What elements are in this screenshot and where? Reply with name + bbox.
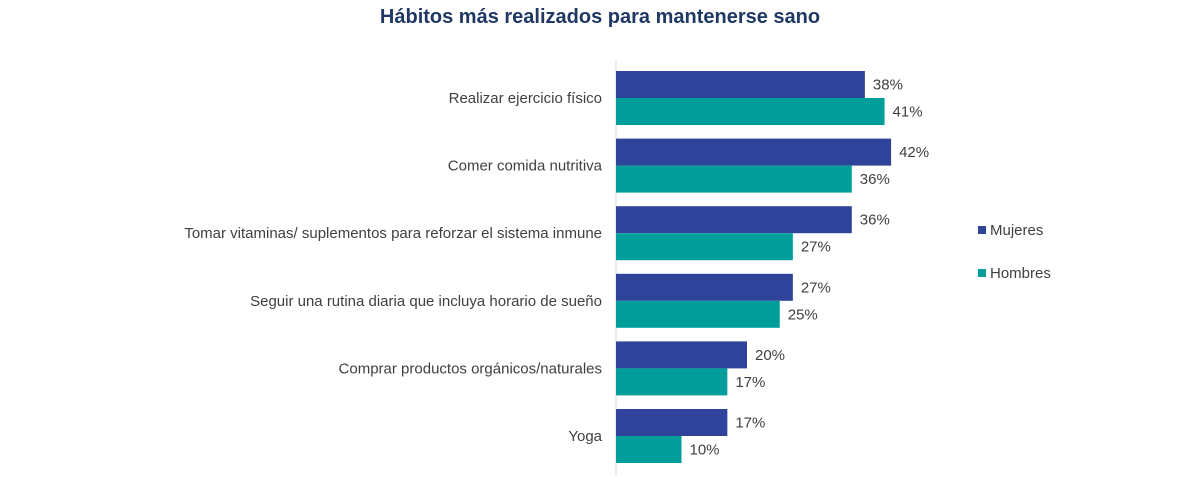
data-label: 41% <box>893 104 923 121</box>
bar-mujeres <box>616 409 728 436</box>
data-label: 36% <box>860 171 890 188</box>
bar-hombres <box>616 300 780 328</box>
data-label: 27% <box>801 279 831 296</box>
data-label: 27% <box>801 239 831 256</box>
category-label: Seguir una rutina diaria que incluya hor… <box>250 293 602 310</box>
data-label: 25% <box>788 306 818 323</box>
category-label: Yoga <box>568 428 602 445</box>
chart-title: Hábitos más realizados para mantenerse s… <box>379 6 821 28</box>
category-label: Comprar productos orgánicos/naturales <box>339 360 602 377</box>
data-label: 10% <box>690 442 720 459</box>
bar-mujeres <box>616 206 852 234</box>
legend-swatch <box>978 269 986 277</box>
data-label: 17% <box>735 374 765 391</box>
bar-mujeres <box>616 273 793 301</box>
data-label: 20% <box>755 347 785 364</box>
category-label: Realizar ejercicio físico <box>449 90 602 107</box>
category-label: Comer comida nutritiva <box>448 158 603 175</box>
bar-hombres <box>616 368 728 396</box>
bar-mujeres <box>616 341 747 369</box>
category-label: Tomar vitaminas/ suplementos para reforz… <box>184 225 602 242</box>
bar-hombres <box>616 165 852 193</box>
data-label: 42% <box>899 144 929 161</box>
data-label: 17% <box>735 415 765 432</box>
bar-hombres <box>616 436 682 463</box>
data-label: 38% <box>873 77 903 94</box>
bar-hombres <box>616 98 885 125</box>
bar-mujeres <box>616 71 865 98</box>
legend-swatch <box>978 226 986 234</box>
data-label: 36% <box>860 212 890 229</box>
legend-label: Hombres <box>990 265 1051 282</box>
bar-mujeres <box>616 138 892 166</box>
bar-hombres <box>616 233 793 261</box>
legend-label: Mujeres <box>990 222 1043 239</box>
